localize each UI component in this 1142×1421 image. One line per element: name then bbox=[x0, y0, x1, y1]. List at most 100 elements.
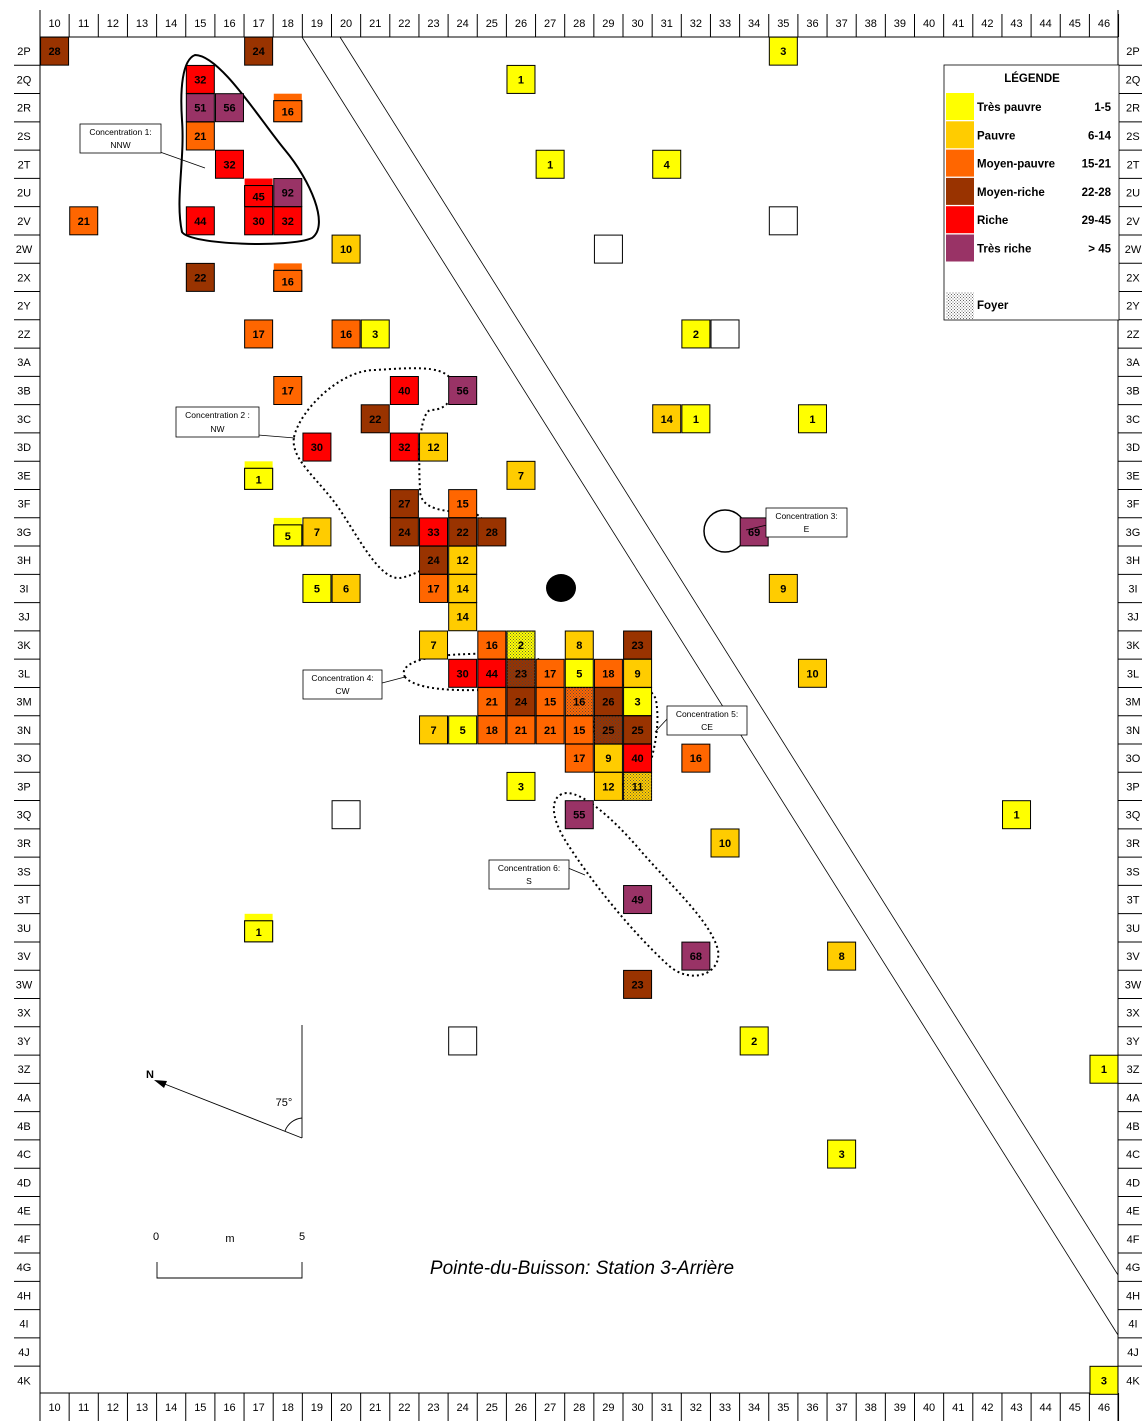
sample-cell-value: 18 bbox=[602, 668, 614, 680]
col-label-top: 46 bbox=[1098, 18, 1110, 30]
sample-cell-value: 14 bbox=[457, 612, 470, 624]
row-label-right: 3P bbox=[1126, 781, 1139, 793]
sample-cell-value: 21 bbox=[544, 725, 556, 737]
sample-cell: 9 bbox=[593, 743, 623, 773]
row-label-right: 3W bbox=[1125, 979, 1142, 991]
sample-cell: 1 bbox=[506, 64, 536, 94]
sample-cell: 14 bbox=[448, 573, 478, 603]
sample-cell-value: 15 bbox=[573, 725, 585, 737]
sample-cell-value: 44 bbox=[486, 668, 499, 680]
sample-cell-value: 32 bbox=[398, 442, 410, 454]
row-label-left: 2V bbox=[17, 216, 31, 228]
sample-cell: 51 bbox=[185, 93, 215, 123]
sample-cell-value: 5 bbox=[576, 668, 582, 680]
row-label-left: 2Y bbox=[17, 301, 31, 313]
col-label-top: 27 bbox=[544, 18, 556, 30]
sample-cell: 23 bbox=[623, 969, 653, 999]
row-label-left: 3E bbox=[17, 470, 30, 482]
legend-range: 29-45 bbox=[1082, 215, 1112, 227]
col-label-top: 23 bbox=[427, 18, 439, 30]
col-label-bottom: 10 bbox=[48, 1402, 60, 1414]
sample-cell: 16 bbox=[681, 743, 711, 773]
row-label-left: 2W bbox=[16, 244, 33, 256]
sample-cell-value: 23 bbox=[631, 979, 643, 991]
sample-cell-fill bbox=[506, 715, 536, 745]
col-label-bottom: 19 bbox=[311, 1402, 323, 1414]
col-label-top: 22 bbox=[398, 18, 410, 30]
sample-cell-fill bbox=[506, 771, 536, 801]
sample-cell-fill bbox=[1089, 1054, 1119, 1084]
sample-cell-value: 26 bbox=[602, 697, 614, 709]
sample-cell-fill bbox=[652, 404, 682, 434]
row-label-left: 3S bbox=[17, 866, 30, 878]
col-label-top: 37 bbox=[836, 18, 848, 30]
sample-cell-value: 5 bbox=[460, 725, 466, 737]
sample-cell: 7 bbox=[302, 517, 332, 547]
row-label-left: 3D bbox=[17, 442, 31, 454]
sample-cell: 16 bbox=[273, 263, 303, 292]
sample-cell: 44 bbox=[477, 658, 507, 688]
concentration-3-title: Concentration 3: bbox=[775, 511, 837, 521]
sample-cell-fill bbox=[273, 524, 303, 547]
sample-cell-foyer bbox=[565, 687, 594, 716]
sample-cell-value: 56 bbox=[223, 103, 235, 115]
sample-cell: 21 bbox=[69, 206, 99, 236]
sample-cell-value: 14 bbox=[457, 583, 470, 595]
row-label-right: 2Y bbox=[1126, 301, 1140, 313]
sample-cell-value: 9 bbox=[780, 583, 786, 595]
sample-cell-value: 1 bbox=[547, 159, 553, 171]
sample-cell-value: 3 bbox=[1101, 1375, 1107, 1387]
sample-cell: 24 bbox=[389, 517, 419, 547]
col-label-bottom: 40 bbox=[923, 1402, 935, 1414]
row-label-left: 3B bbox=[17, 386, 30, 398]
sample-cell-fill bbox=[331, 234, 361, 264]
row-label-left: 2Q bbox=[17, 74, 32, 86]
row-label-right: 3M bbox=[1125, 697, 1140, 709]
sample-cell: 56 bbox=[214, 93, 244, 123]
row-label-left: 2U bbox=[17, 188, 31, 200]
sample-cell-value: 3 bbox=[780, 46, 786, 58]
sample-cell: 14 bbox=[448, 602, 478, 632]
sample-cell: 17 bbox=[244, 319, 274, 349]
sample-cell: 11 bbox=[623, 771, 653, 801]
col-label-bottom: 41 bbox=[952, 1402, 964, 1414]
sample-cell-value: 4 bbox=[664, 159, 671, 171]
col-label-top: 39 bbox=[894, 18, 906, 30]
concentration-5-direction: CE bbox=[701, 722, 713, 732]
sample-cell-fill bbox=[797, 404, 827, 434]
sample-cell-fill bbox=[302, 573, 332, 603]
sample-cell-fill bbox=[681, 319, 711, 349]
sample-cell-fill bbox=[448, 517, 478, 547]
sample-cell-value: 21 bbox=[515, 725, 527, 737]
col-label-top: 32 bbox=[690, 18, 702, 30]
row-label-right: 3T bbox=[1127, 895, 1140, 907]
legend-range: 1-5 bbox=[1094, 102, 1111, 114]
sample-cell-value: 1 bbox=[256, 474, 262, 486]
col-label-top: 40 bbox=[923, 18, 935, 30]
sample-cell-fill bbox=[214, 149, 244, 179]
sample-cell-fill bbox=[419, 517, 449, 547]
sample-cell: 21 bbox=[506, 715, 536, 745]
row-label-left: 2X bbox=[17, 272, 31, 284]
row-label-right: 3Q bbox=[1126, 810, 1141, 822]
sample-cell: 1 bbox=[1089, 1054, 1119, 1084]
row-label-right: 4D bbox=[1126, 1177, 1140, 1189]
sample-cell-value: 24 bbox=[253, 46, 266, 58]
sample-cell: 3 bbox=[360, 319, 390, 349]
col-label-bottom: 15 bbox=[194, 1402, 206, 1414]
sample-cell-value: 1 bbox=[518, 74, 524, 86]
sample-cell: 17 bbox=[419, 573, 449, 603]
sample-cell-value: 49 bbox=[631, 895, 643, 907]
north-angle-label: 75° bbox=[276, 1097, 293, 1109]
row-label-right: 3E bbox=[1126, 470, 1139, 482]
sample-cell: 1 bbox=[244, 461, 274, 490]
sample-cell-value: 23 bbox=[515, 668, 527, 680]
sample-cell: 18 bbox=[477, 715, 507, 745]
col-label-top: 21 bbox=[369, 18, 381, 30]
row-label-right: 4C bbox=[1126, 1149, 1140, 1161]
sample-cell: 40 bbox=[389, 376, 419, 405]
sample-cell: 25 bbox=[593, 715, 623, 745]
concentration-1-title: Concentration 1: bbox=[89, 127, 151, 137]
concentration-1-outline bbox=[178, 53, 320, 245]
row-label-right: 3N bbox=[1126, 725, 1140, 737]
